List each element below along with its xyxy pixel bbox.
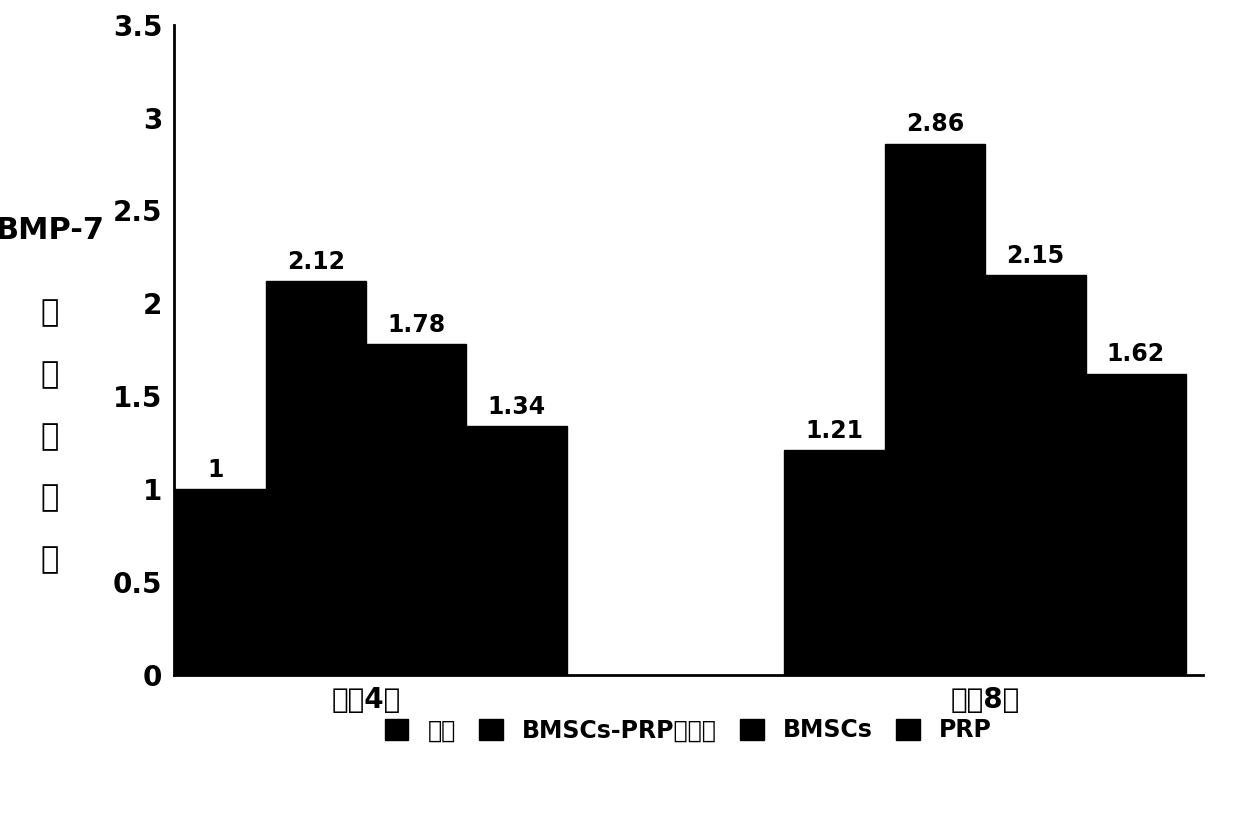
Text: 2.15: 2.15 (1007, 244, 1064, 268)
Text: 相: 相 (41, 298, 58, 328)
Bar (265, 281, 366, 675)
Bar (885, 143, 986, 675)
Bar (366, 344, 466, 675)
Bar (165, 489, 265, 675)
Text: 1.78: 1.78 (387, 313, 445, 337)
Text: 1: 1 (207, 458, 223, 481)
Text: BMP-7: BMP-7 (0, 216, 104, 245)
Text: 量: 量 (41, 545, 58, 574)
Text: 达: 达 (41, 483, 58, 513)
Text: 表: 表 (41, 421, 58, 451)
Text: 2.86: 2.86 (906, 112, 965, 136)
Legend: 对照, BMSCs-PRP复合物, BMSCs, PRP: 对照, BMSCs-PRP复合物, BMSCs, PRP (373, 706, 1003, 754)
Bar (785, 450, 885, 675)
Text: 1.34: 1.34 (487, 394, 546, 419)
Bar (986, 276, 1086, 675)
Text: 1.62: 1.62 (1107, 342, 1164, 366)
Bar (1086, 374, 1187, 675)
Text: 对: 对 (41, 360, 58, 389)
Text: 2.12: 2.12 (286, 249, 345, 273)
Text: 1.21: 1.21 (806, 419, 863, 443)
Bar (466, 426, 567, 675)
